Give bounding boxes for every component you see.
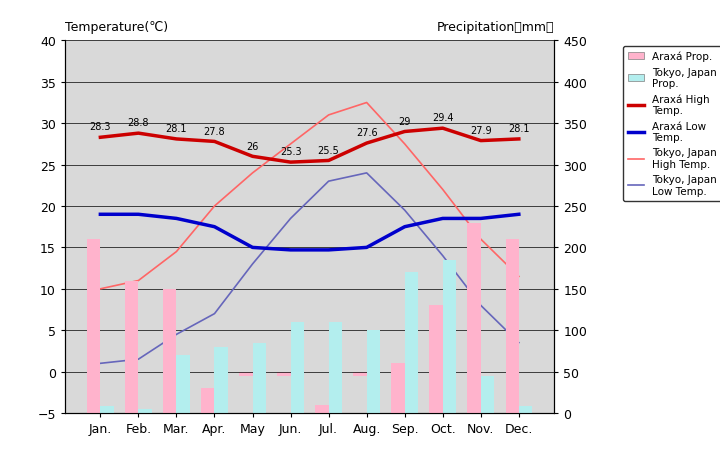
Text: 28.1: 28.1 [166,124,187,134]
Bar [366,330,380,413]
Bar [176,355,190,413]
Bar [505,240,519,413]
Bar [291,322,304,413]
Bar [163,289,176,413]
Bar [328,322,342,413]
Legend: Araxá Prop., Tokyo, Japan
Prop., Araxá High
Temp., Araxá Low
Temp., Tokyo, Japan: Araxá Prop., Tokyo, Japan Prop., Araxá H… [624,46,720,202]
Bar [467,223,481,413]
Bar [277,372,291,376]
Text: 26: 26 [246,141,258,151]
Bar [125,281,138,413]
Text: 28.1: 28.1 [508,124,530,134]
Text: 27.8: 27.8 [204,126,225,136]
Bar [315,405,328,413]
Text: 27.6: 27.6 [356,128,377,138]
Bar [87,240,100,413]
Text: 27.9: 27.9 [470,125,492,135]
Bar [253,343,266,413]
Bar [100,407,114,413]
Text: 25.5: 25.5 [318,146,340,155]
Bar [215,347,228,413]
Bar [239,372,253,376]
Text: 25.3: 25.3 [280,147,302,157]
Text: 28.3: 28.3 [89,122,111,132]
Bar [519,407,532,413]
Text: Temperature(℃): Temperature(℃) [65,21,168,34]
Bar [443,260,456,413]
Bar [354,372,366,376]
Bar [138,409,152,413]
Text: 29: 29 [398,117,411,126]
Text: 29.4: 29.4 [432,113,454,123]
Bar [405,273,418,413]
Text: Precipitation（mm）: Precipitation（mm） [437,21,554,34]
Text: 28.8: 28.8 [127,118,149,128]
Bar [429,306,443,413]
Bar [392,364,405,413]
Bar [481,376,494,413]
Bar [201,388,215,413]
